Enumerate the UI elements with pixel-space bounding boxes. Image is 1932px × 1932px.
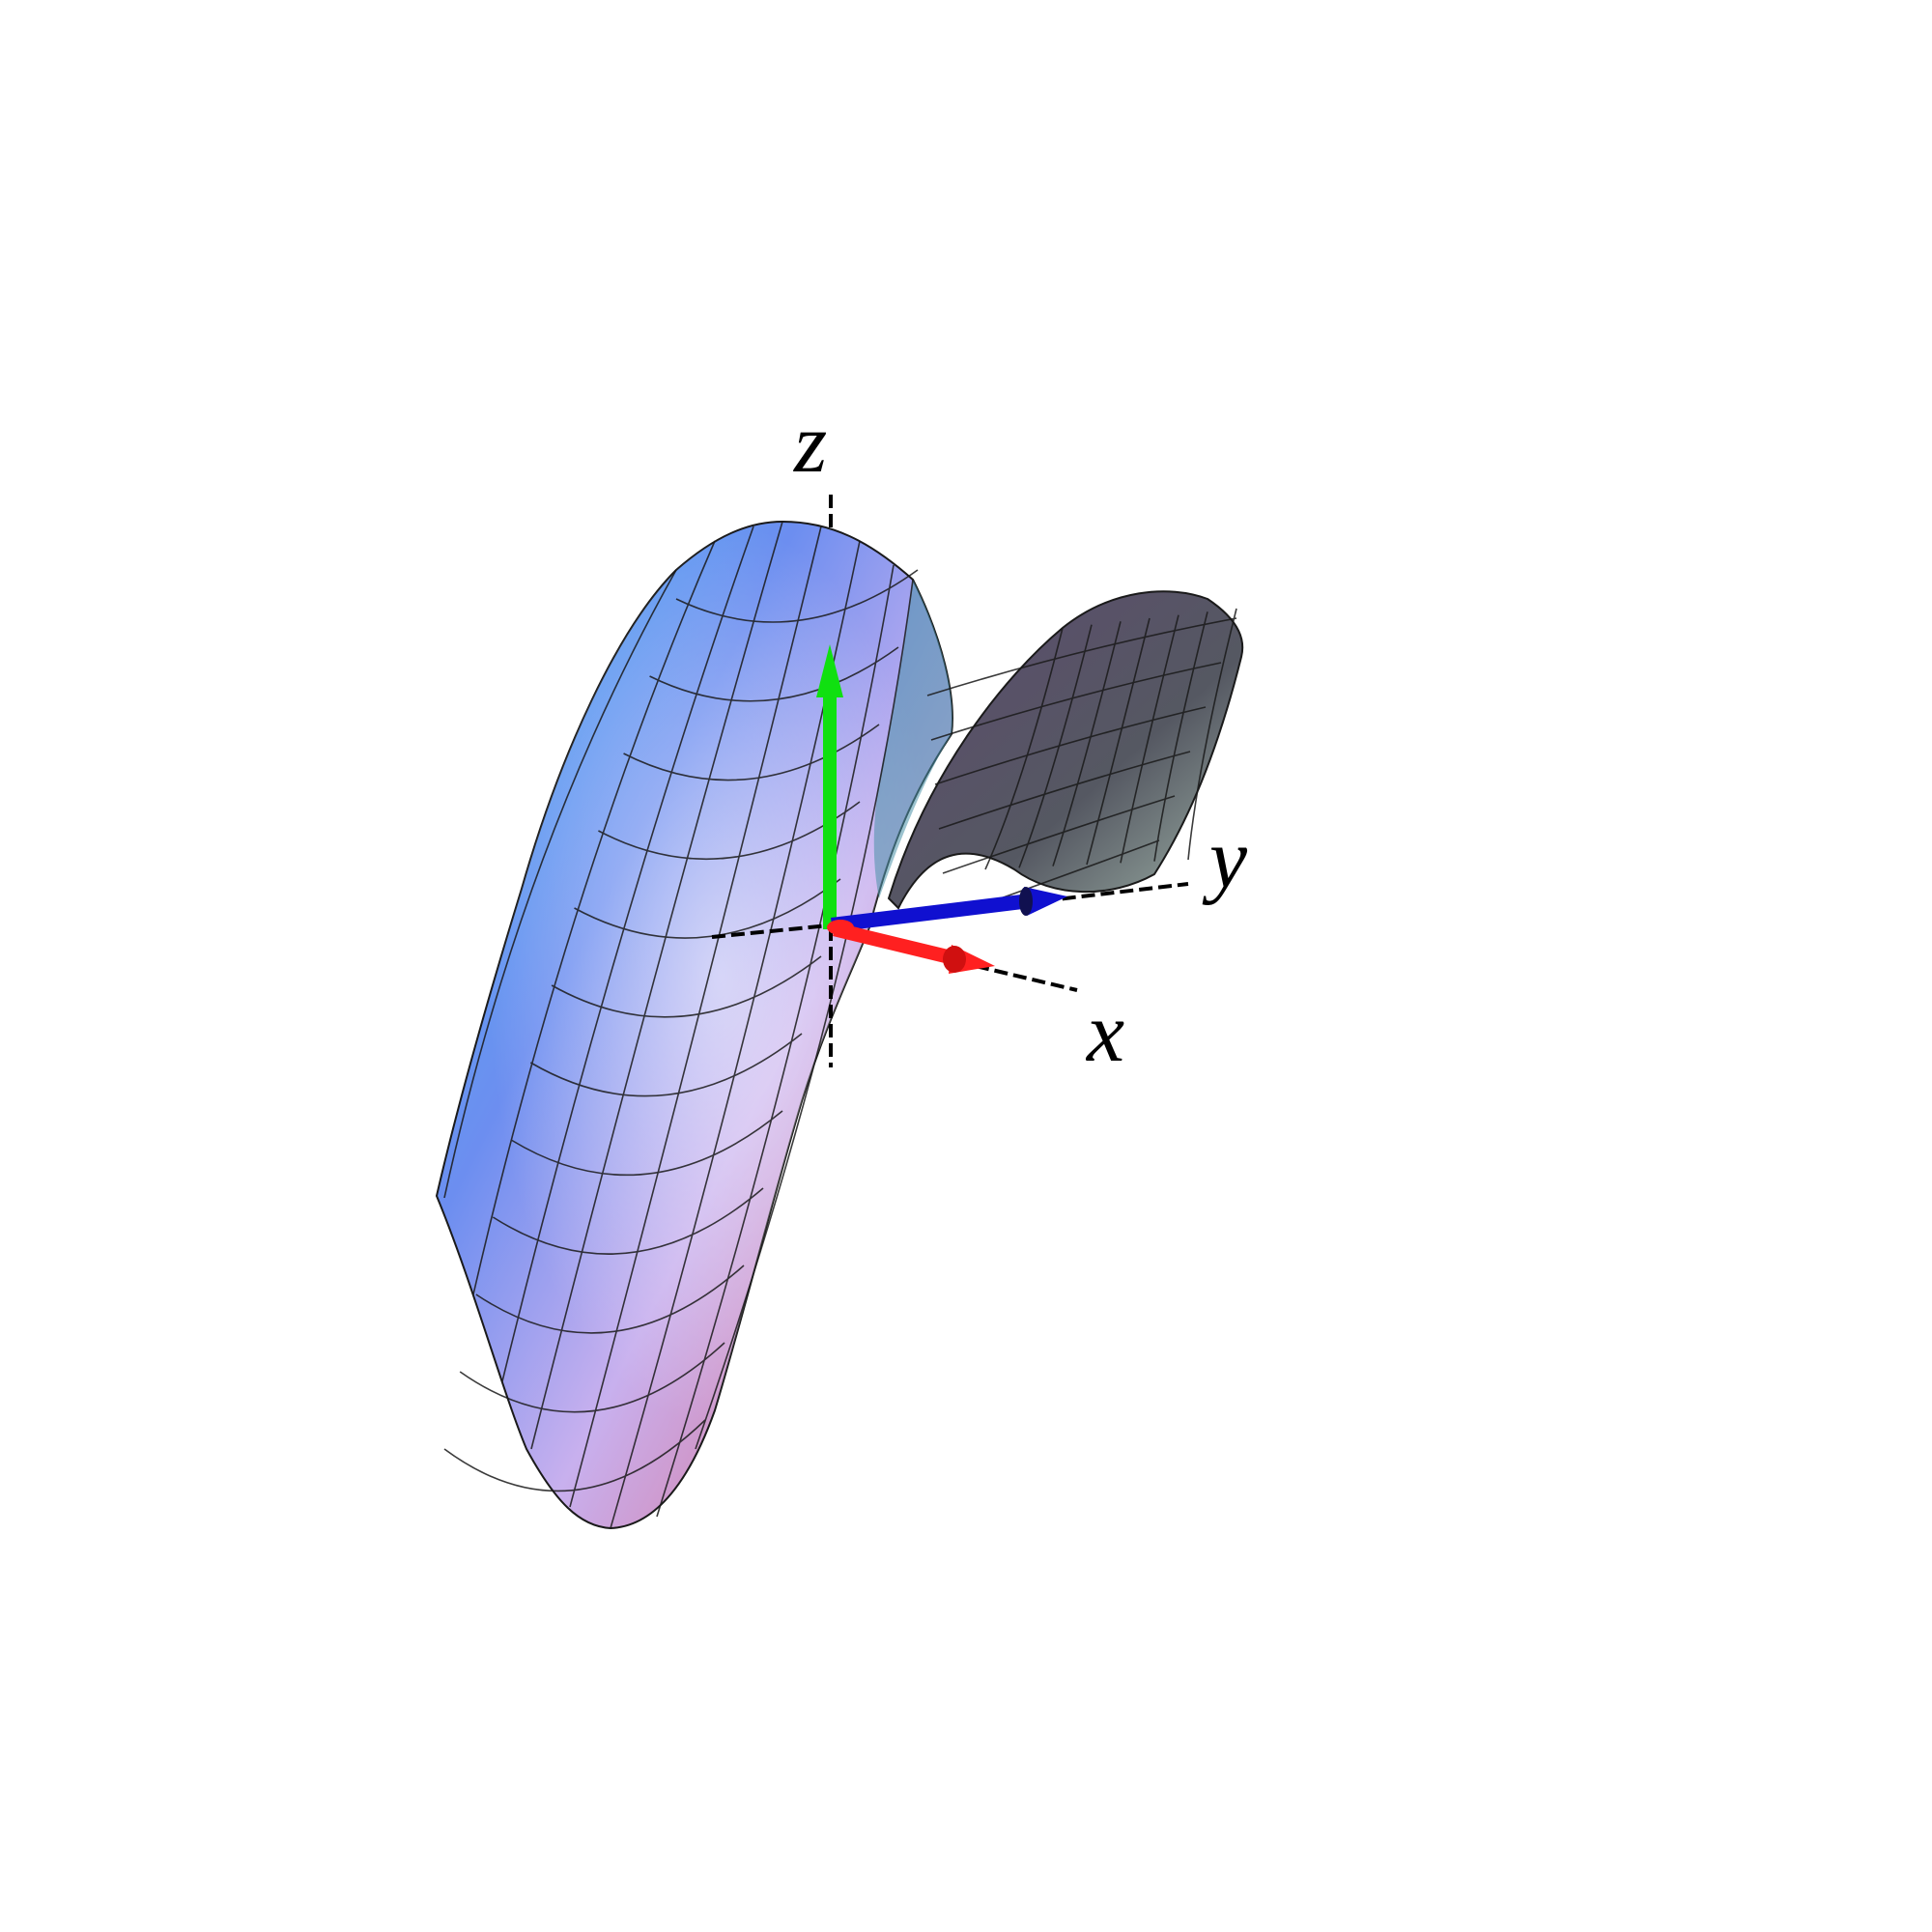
y-vector-shaft (831, 894, 1031, 932)
mesh-line-back-cross (939, 752, 1190, 829)
mesh-line-cross (624, 724, 879, 781)
mesh-line-long (502, 526, 753, 1381)
surface-fold (873, 580, 952, 898)
mesh-line-long (473, 541, 715, 1294)
x-vector-cap (943, 946, 966, 973)
z-vector-shaft (823, 696, 837, 929)
mesh-line-cross (493, 1188, 763, 1254)
mesh-line-cross (444, 1420, 705, 1491)
mesh-line-cross (650, 647, 898, 701)
axes-front (711, 882, 1189, 1067)
x-axis-label: x (1085, 986, 1124, 1080)
mesh-line-cross (676, 570, 918, 622)
mesh-line-long (657, 565, 894, 1517)
mesh-line-cross (476, 1265, 744, 1333)
mesh-line-cross (460, 1343, 724, 1412)
mesh-line-back (985, 628, 1063, 869)
mesh-line-long (570, 526, 821, 1507)
surface-back-patch (887, 590, 1244, 910)
mesh-line-back (1188, 609, 1236, 860)
basis-vectors (816, 644, 1067, 974)
origin-dot (827, 920, 854, 935)
z-vector (816, 644, 843, 929)
mesh-line-back (1087, 618, 1150, 865)
x-axis-pos (975, 964, 1078, 992)
y-vector (831, 887, 1067, 932)
mesh-line-back (1053, 621, 1121, 866)
mesh-line-back-cross (943, 796, 1175, 873)
surface-front-lobe (435, 520, 953, 1530)
surface-back-lobe (887, 590, 1244, 910)
mesh-line-cross (552, 956, 821, 1017)
mesh-line-cross (511, 1111, 782, 1175)
y-vector-cap (1019, 887, 1033, 916)
y-vector-head (1024, 887, 1067, 916)
mesh-line-back-cross (935, 707, 1206, 784)
surface-sheen (437, 522, 952, 1528)
mesh-line-back (1121, 615, 1179, 864)
z-axis-label: z (793, 397, 827, 491)
mesh-line-back-cross (931, 663, 1221, 740)
mesh-line-cross (530, 1034, 802, 1096)
y-axis-neg (711, 923, 830, 939)
mesh-line-back (1154, 611, 1208, 861)
y-axis-label: y (1202, 812, 1248, 906)
mesh-line-long (531, 522, 782, 1449)
mesh-line-long (444, 570, 676, 1198)
mesh-line-back-cross (927, 618, 1236, 696)
axis-labels: z y x (793, 397, 1248, 1080)
x-vector-shaft (833, 923, 956, 965)
mesh-line-cross (575, 879, 840, 938)
x-vector (833, 923, 995, 974)
z-vector-head (816, 644, 843, 697)
